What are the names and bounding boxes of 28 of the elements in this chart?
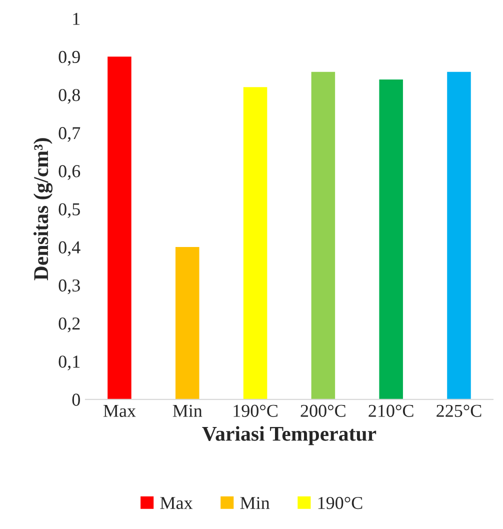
y-tick-label: 0,6 (58, 165, 80, 180)
x-tick-label: 225°C (436, 404, 482, 417)
x-tick-label: Max (103, 404, 136, 417)
y-tick-label: 1 (73, 12, 80, 25)
y-tick-label: 0,2 (58, 317, 80, 332)
bar (311, 72, 336, 400)
x-tick-label: 200°C (300, 404, 346, 417)
y-tick-label: 0,3 (58, 279, 80, 294)
y-tick-label: 0,9 (58, 50, 80, 66)
y-tick-label: 0,1 (58, 356, 80, 370)
bar (175, 247, 200, 400)
legend-label: 190°C (318, 496, 362, 510)
x-axis-title: Variasi Temperatur (202, 426, 376, 446)
bar (379, 79, 403, 400)
x-tick-label: Min (172, 404, 202, 417)
y-tick-label: 0 (72, 394, 80, 406)
y-tick-label: 0,7 (58, 127, 80, 142)
x-tick-label: 210°C (368, 404, 414, 417)
y-tick-label: 0,5 (58, 203, 80, 218)
bar (447, 72, 471, 400)
bar (243, 87, 268, 400)
y-tick-label: 0,8 (58, 88, 80, 104)
bar (108, 56, 132, 400)
legend-label: Min (240, 496, 270, 509)
x-tick-label: 190°C (234, 404, 278, 417)
legend-label: Max (160, 497, 193, 510)
y-axis-title: Densitas (g/cm³) (33, 138, 53, 280)
y-tick-label: 0,4 (58, 241, 80, 256)
